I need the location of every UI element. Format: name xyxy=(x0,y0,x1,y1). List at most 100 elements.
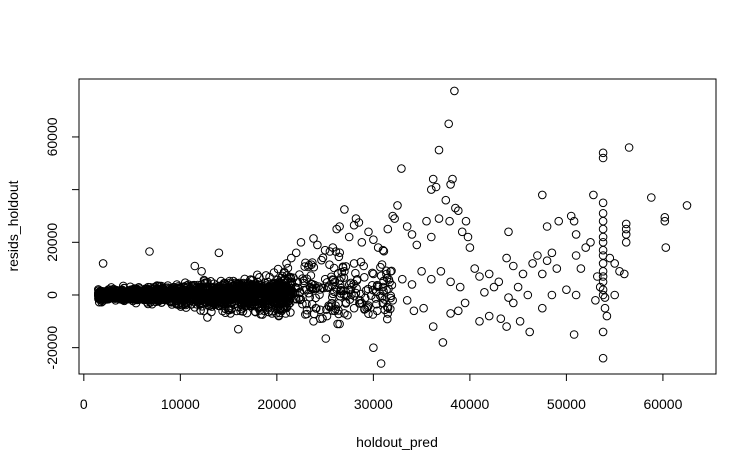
data-point xyxy=(286,294,295,303)
data-point xyxy=(484,269,494,279)
data-point xyxy=(390,214,399,223)
data-point xyxy=(376,271,386,281)
data-point xyxy=(598,238,608,247)
data-point xyxy=(249,294,259,303)
y-tick-label: 0 xyxy=(44,291,60,299)
data-point xyxy=(329,275,338,285)
data-point xyxy=(461,216,471,226)
data-point xyxy=(419,303,428,313)
data-point xyxy=(624,143,634,152)
data-point xyxy=(201,289,211,299)
data-point xyxy=(305,292,315,302)
data-point xyxy=(463,232,473,242)
data-point xyxy=(509,261,518,271)
data-point xyxy=(621,230,631,239)
y-axis: -20000 0 20000 60000 xyxy=(44,117,80,370)
data-point xyxy=(460,298,470,308)
data-point xyxy=(250,290,260,299)
data-point xyxy=(263,296,273,306)
data-point xyxy=(682,201,692,210)
data-point xyxy=(131,288,141,297)
data-point xyxy=(271,282,280,292)
data-point xyxy=(181,287,190,297)
data-point xyxy=(502,322,511,331)
data-point xyxy=(302,305,312,315)
data-point xyxy=(142,293,152,302)
x-axis: 0 10000 20000 30000 40000 50000 60000 xyxy=(80,373,683,412)
y-tick-label: 60000 xyxy=(44,117,60,156)
data-point xyxy=(475,272,484,281)
data-point xyxy=(436,267,446,276)
data-point xyxy=(598,148,608,158)
data-point xyxy=(190,261,200,271)
data-point xyxy=(121,288,131,298)
data-point xyxy=(427,185,436,194)
data-point xyxy=(339,273,349,283)
data-point xyxy=(356,289,366,299)
data-point xyxy=(598,216,608,226)
data-point xyxy=(598,259,608,268)
data-point xyxy=(373,282,383,292)
data-point xyxy=(598,209,608,218)
data-point xyxy=(610,290,620,300)
data-point xyxy=(369,343,378,353)
data-point xyxy=(448,174,457,184)
data-point xyxy=(279,267,289,277)
data-point xyxy=(275,294,284,304)
data-point xyxy=(422,216,431,226)
data-point xyxy=(402,222,412,231)
data-point xyxy=(525,327,535,337)
data-point xyxy=(262,293,272,302)
data-point xyxy=(203,313,212,322)
y-tick-label: -20000 xyxy=(44,326,60,370)
data-point xyxy=(586,238,595,247)
data-point xyxy=(298,299,307,309)
data-point xyxy=(451,203,460,213)
plot-frame xyxy=(78,78,717,375)
data-point xyxy=(402,296,412,305)
data-point xyxy=(98,291,108,301)
data-point xyxy=(287,253,296,263)
data-point xyxy=(324,301,333,311)
data-point xyxy=(255,306,265,315)
data-point xyxy=(322,311,332,321)
data-point xyxy=(221,295,231,304)
data-point xyxy=(446,180,455,189)
data-point xyxy=(273,284,283,294)
data-point xyxy=(317,255,326,265)
data-point xyxy=(328,243,338,252)
data-point xyxy=(98,259,108,268)
data-point xyxy=(301,310,310,319)
data-point xyxy=(261,271,271,280)
data-point xyxy=(593,272,602,281)
data-point xyxy=(376,262,385,272)
data-point xyxy=(255,283,264,292)
data-point xyxy=(615,267,624,276)
data-point xyxy=(282,259,291,268)
data-point xyxy=(566,211,576,221)
data-point xyxy=(252,294,262,304)
data-point xyxy=(457,227,467,237)
data-point xyxy=(203,300,212,309)
data-point xyxy=(246,288,255,297)
data-point xyxy=(320,245,330,255)
data-point xyxy=(237,279,246,289)
data-point xyxy=(398,274,407,284)
data-point xyxy=(336,286,345,296)
data-point xyxy=(533,251,542,260)
data-point xyxy=(334,299,343,308)
data-point xyxy=(309,234,318,243)
data-point xyxy=(441,195,451,205)
data-point xyxy=(368,268,377,278)
data-point xyxy=(166,296,176,306)
data-point xyxy=(344,232,354,242)
data-point xyxy=(299,276,309,286)
data-point xyxy=(382,269,391,279)
data-point xyxy=(494,277,504,287)
data-point xyxy=(349,303,359,313)
data-point xyxy=(595,282,605,292)
data-point xyxy=(509,298,518,308)
data-point xyxy=(369,235,378,244)
data-point xyxy=(376,291,385,301)
data-point xyxy=(513,282,523,292)
